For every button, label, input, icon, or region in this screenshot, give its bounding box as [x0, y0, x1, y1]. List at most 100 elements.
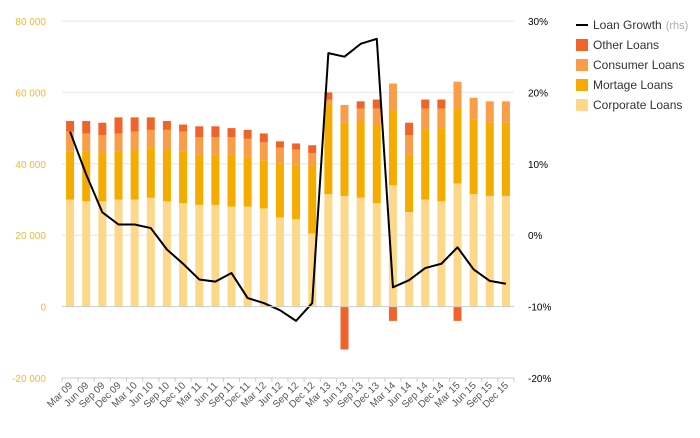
bar-mortage-loans	[356, 120, 365, 198]
bar-mortage-loans	[469, 119, 478, 195]
bar-consumer-loans	[243, 138, 252, 157]
bar-mortage-loans	[114, 151, 123, 200]
legend-swatch	[576, 79, 588, 91]
bar-mortage-loans	[324, 103, 333, 195]
bar-mortage-loans	[421, 129, 430, 200]
bar-consumer-loans	[146, 129, 155, 148]
bar-consumer-loans	[98, 135, 107, 154]
legend-swatch	[576, 99, 588, 111]
bar-mortage-loans	[146, 147, 155, 198]
bar-other-loans	[292, 143, 301, 150]
bar-mortage-loans	[501, 122, 510, 196]
bar-corporate-loans	[66, 199, 75, 307]
legend: Loan Growth (rhs) Other Loans Consumer Loan…	[576, 18, 688, 112]
bar-other-loans	[388, 306, 397, 321]
bar-corporate-loans	[501, 195, 510, 307]
bar-other-loans	[308, 145, 317, 154]
bar-corporate-loans	[437, 201, 446, 307]
bar-corporate-loans	[356, 197, 365, 307]
bar-consumer-loans	[275, 147, 284, 164]
bar-corporate-loans	[259, 208, 268, 307]
bar-consumer-loans	[485, 101, 494, 123]
loan-growth-line-layer	[69, 37, 507, 322]
bar-corporate-loans	[98, 201, 107, 307]
bar-consumer-loans	[372, 108, 381, 125]
bar-other-loans	[211, 126, 220, 138]
bar-mortage-loans	[485, 122, 494, 196]
bar-mortage-loans	[437, 128, 446, 202]
legend-swatch	[576, 39, 588, 51]
bar-other-loans	[372, 99, 381, 109]
bar-corporate-loans	[114, 199, 123, 307]
bar-corporate-loans	[195, 204, 204, 307]
bar-consumer-loans	[437, 108, 446, 129]
bar-mortage-loans	[292, 165, 301, 220]
y2-tick-label: 0%	[528, 231, 543, 242]
bar-consumer-loans	[453, 81, 462, 109]
legend-label: Mortage Loans	[593, 78, 673, 92]
bars	[66, 81, 510, 350]
bar-corporate-loans	[372, 203, 381, 307]
y-tick-label: 80 000	[15, 17, 46, 28]
bar-consumer-loans	[162, 129, 171, 150]
bar-corporate-loans	[227, 206, 236, 307]
bar-mortage-loans	[275, 163, 284, 218]
y-tick-label: 40 000	[15, 160, 46, 171]
bar-corporate-loans	[146, 197, 155, 307]
y-tick-label: -20 000	[12, 374, 46, 385]
bar-corporate-loans	[162, 201, 171, 307]
bar-consumer-loans	[66, 131, 75, 152]
bar-consumer-loans	[340, 104, 349, 123]
bar-consumer-loans	[82, 133, 91, 152]
grid	[62, 20, 514, 379]
bar-other-loans	[66, 120, 75, 132]
y2-tick-label: 30%	[528, 17, 548, 28]
bar-corporate-loans	[179, 203, 188, 307]
bar-mortage-loans	[259, 160, 268, 209]
bar-corporate-loans	[388, 185, 397, 307]
legend-label: Other Loans	[593, 38, 659, 52]
y2-tick-label: -20%	[528, 374, 551, 385]
y-tick-label: 60 000	[15, 88, 46, 99]
bar-other-loans	[340, 306, 349, 350]
bar-consumer-loans	[292, 149, 301, 166]
legend-label-suffix: (rhs)	[666, 20, 689, 32]
bar-consumer-loans	[308, 153, 317, 166]
y2-tick-label: 10%	[528, 160, 548, 171]
bar-corporate-loans	[130, 199, 139, 307]
bar-other-loans	[98, 122, 107, 136]
bar-mortage-loans	[211, 154, 220, 205]
bar-other-loans	[114, 117, 123, 134]
y2-tick-label: 20%	[528, 88, 548, 99]
bar-consumer-loans	[114, 133, 123, 152]
loan-growth-line	[69, 37, 507, 322]
bar-other-loans	[179, 124, 188, 132]
bar-consumer-loans	[469, 97, 478, 120]
bar-corporate-loans	[453, 183, 462, 307]
legend-label-name: Consumer Loans	[593, 58, 684, 72]
bar-other-loans	[130, 117, 139, 132]
bar-mortage-loans	[243, 156, 252, 207]
legend-swatch	[576, 59, 588, 71]
bar-consumer-loans	[356, 108, 365, 121]
y-tick-label: 20 000	[15, 231, 46, 242]
bar-other-loans	[275, 141, 284, 148]
bar-consumer-loans	[324, 99, 333, 104]
bar-other-loans	[195, 126, 204, 138]
bar-corporate-loans	[485, 195, 494, 307]
bar-mortage-loans	[227, 154, 236, 207]
bar-mortage-loans	[308, 165, 317, 234]
bar-mortage-loans	[453, 108, 462, 184]
bar-other-loans	[421, 99, 430, 109]
bar-mortage-loans	[195, 154, 204, 205]
bar-mortage-loans	[98, 153, 107, 202]
y2-tick-label: -10%	[528, 303, 551, 314]
bar-other-loans	[259, 133, 268, 143]
bar-consumer-loans	[211, 137, 220, 155]
legend-label: Consumer Loans	[593, 58, 684, 72]
bar-consumer-loans	[227, 137, 236, 155]
bar-other-loans	[356, 101, 365, 109]
bar-mortage-loans	[130, 149, 139, 200]
